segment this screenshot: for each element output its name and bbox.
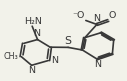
Text: N: N <box>33 29 41 38</box>
Text: S: S <box>65 36 72 46</box>
Text: H₂N: H₂N <box>24 17 42 26</box>
Text: O: O <box>109 11 116 20</box>
Text: N: N <box>93 14 100 23</box>
Text: N: N <box>28 66 35 75</box>
Text: CH₃: CH₃ <box>4 52 18 61</box>
Text: N: N <box>51 56 58 65</box>
Text: ⁻O: ⁻O <box>73 11 85 20</box>
Text: N: N <box>94 60 101 69</box>
